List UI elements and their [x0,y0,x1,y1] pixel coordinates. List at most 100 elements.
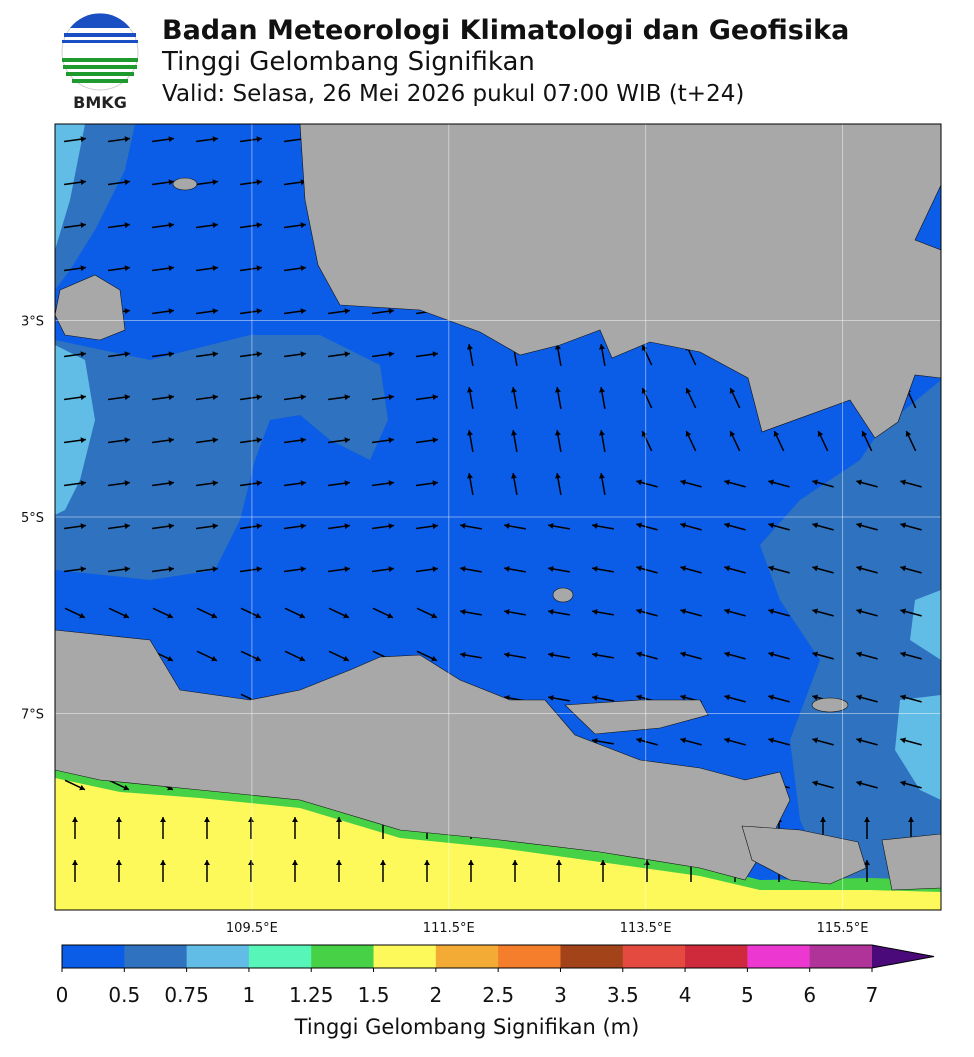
colorbar-segment [435,945,499,968]
colorbar-tick-label: 1 [243,983,256,1007]
arrow [64,394,86,401]
arrow [152,179,174,186]
arrow [548,609,570,616]
arrow [555,387,562,409]
lon-label: 109.5°E [226,921,278,936]
arrow-head [424,860,430,865]
arrow [108,351,130,358]
arrow [204,817,210,839]
colorbar-segment [62,945,125,968]
arrow [548,566,570,573]
arrow-head [768,608,774,615]
arrow-head [256,265,262,272]
arrow-head [908,817,914,822]
arrow-head [300,265,306,272]
arrow [284,265,306,272]
arrow [680,479,702,488]
title: Tinggi Gelombang Signifikan [161,47,535,77]
arrow [680,565,702,574]
arrow [196,523,218,530]
arrow-head [685,388,692,394]
arrow-head [460,523,466,529]
arrow [240,437,262,444]
arrow-head [641,431,648,437]
arrow [724,522,746,531]
arrow-head [344,394,350,401]
arrow [372,437,394,444]
arrow [812,522,834,531]
arrow [416,607,438,619]
arrow-head [124,394,130,401]
arrow-head [168,308,174,315]
arrow-head [212,222,218,229]
arrow-head [636,479,642,486]
lon-label: 111.5°E [423,921,475,936]
arrow [328,308,350,315]
arrow [64,480,86,487]
arrow [468,860,474,882]
arrow [856,780,878,789]
arrow-head [641,345,648,351]
arrow-head [248,817,254,822]
arrow-head [300,437,306,444]
colorbar-tick-label: 5 [741,983,754,1007]
arrow [729,387,741,409]
arrow [724,479,746,488]
arrow-head [504,566,510,572]
colorbar-tick-label: 7 [866,983,879,1007]
arrow [599,344,606,366]
arrow-head [256,394,262,401]
arrow-head [300,222,306,229]
arrow-head [600,860,606,865]
arrow [467,344,474,366]
arrow-head [432,437,438,444]
arrow-head [300,394,306,401]
arrow-head [80,437,86,444]
arrow [152,308,174,315]
arrow [856,694,878,703]
arrow-head [856,651,862,658]
arrow-head [460,652,466,658]
arrow-head [167,784,173,791]
arrow [284,607,306,619]
arrow-head [900,694,906,701]
arrow-head [256,437,262,444]
arrow [599,430,606,452]
arrow [240,480,262,487]
arrow [152,394,174,401]
arrow-head [900,651,906,658]
arrow-head [511,430,517,436]
arrow-head [548,609,554,615]
colorbar-segment [560,945,624,968]
arrow [108,136,130,143]
arrow-head [592,566,598,572]
arrow [108,179,130,186]
colorbar-tick-label: 0 [56,983,69,1007]
arrow [724,737,746,746]
arrow-head [168,351,174,358]
arrow-head [344,523,350,530]
arrow [72,860,78,882]
arrow [812,608,834,617]
arrow [152,222,174,229]
arrow-head [292,860,298,865]
arrow [372,351,394,358]
arrow-head [812,737,818,744]
arrow-head [729,431,736,437]
arrow-head [255,655,261,662]
arrow-head [160,817,166,822]
arrow [768,479,790,488]
arrow [768,565,790,574]
arrow [240,265,262,272]
arrow [812,780,834,789]
arrow [548,695,570,702]
arrow-head [256,222,262,229]
arrow-head [212,265,218,272]
arrow [328,351,350,358]
arrow-head [380,860,386,865]
arrow-head [856,780,862,787]
arrow [555,473,562,495]
arrow [108,480,130,487]
colorbar-segment [622,945,686,968]
arrow [64,179,86,186]
